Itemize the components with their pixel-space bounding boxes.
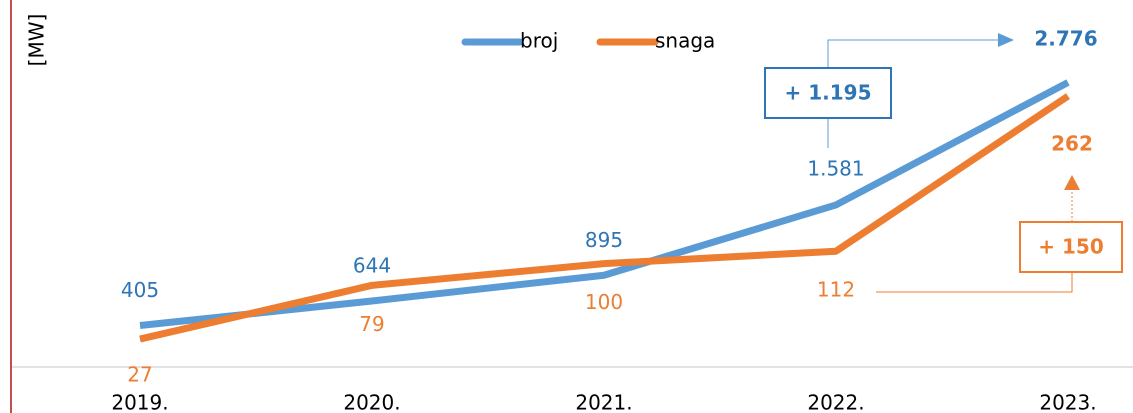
data-label: 79: [359, 312, 384, 336]
x-tick-label: 2021.: [575, 391, 632, 413]
data-label: 644: [353, 253, 391, 277]
x-tick-label: 2020.: [343, 391, 400, 413]
data-label: 405: [121, 278, 159, 302]
x-tick-label: 2022.: [807, 391, 864, 413]
data-label: 112: [817, 278, 855, 302]
axis-label: [MW]: [25, 14, 49, 67]
data-label: 2.776: [1034, 27, 1097, 51]
connectors: [764, 33, 1123, 293]
series-line: [139, 79, 1070, 329]
data-label: 262: [1051, 132, 1093, 156]
data-label: 100: [585, 290, 623, 314]
data-label: 27: [127, 363, 152, 387]
data-label: 1.581: [807, 156, 864, 180]
series-line: [139, 93, 1070, 343]
annotation: + 1.195: [785, 81, 872, 105]
legend-label: broj: [520, 29, 558, 53]
data-label: 895: [585, 228, 623, 252]
x-tick-label: 2019.: [111, 391, 168, 413]
x-tick-label: 2023.: [1039, 391, 1096, 413]
annotation: + 150: [1038, 235, 1103, 259]
legend-label: snaga: [655, 29, 715, 53]
